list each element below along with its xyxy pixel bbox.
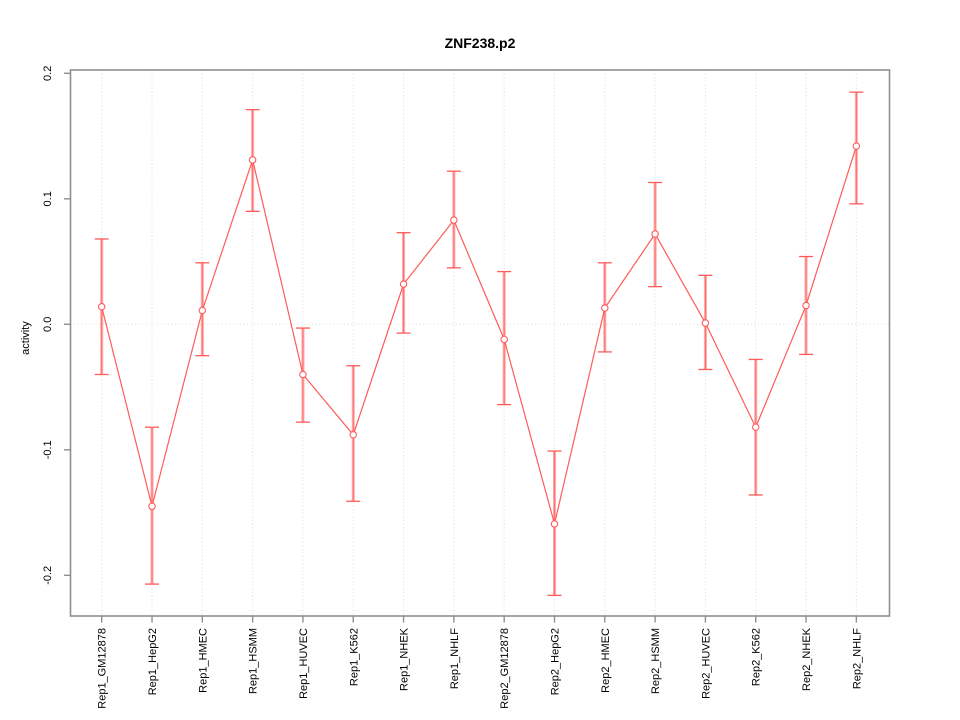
x-tick-label: Rep1_NHEK — [399, 627, 411, 691]
x-tick-label: Rep2_HUVEC — [700, 628, 712, 699]
data-point-marker — [852, 142, 861, 150]
y-tick-label: 0.0 — [42, 317, 54, 332]
data-point-marker — [601, 304, 609, 312]
x-tick-label: Rep2_HSMM — [650, 628, 662, 694]
activity-line — [101, 145, 857, 525]
plot-frame — [69, 69, 891, 617]
data-point-marker — [299, 370, 307, 379]
x-tick-label: Rep1_HUVEC — [298, 628, 310, 699]
x-tick-label: Rep1_HepG2 — [147, 628, 159, 695]
x-tick-label: Rep1_HMEC — [197, 628, 209, 693]
x-tick-label: Rep1_K562 — [348, 628, 360, 686]
data-point-marker — [248, 156, 257, 164]
y-tick-label: -0.1 — [42, 440, 54, 459]
data-point-marker — [802, 301, 810, 310]
x-tick-label: Rep1_NHLF — [449, 628, 461, 689]
data-point-marker — [450, 216, 458, 224]
data-point-marker — [701, 319, 710, 327]
x-tick-label: Rep1_HSMM — [248, 628, 260, 694]
data-point-marker — [349, 430, 357, 439]
y-tick-label: 0.2 — [42, 66, 54, 81]
x-tick-label: Rep2_HepG2 — [549, 628, 561, 695]
data-point-marker — [148, 502, 156, 511]
y-tick-label: -0.2 — [42, 566, 54, 585]
y-tick-label: 0.1 — [42, 191, 54, 206]
data-point-marker — [500, 335, 508, 344]
data-point-marker — [550, 520, 559, 528]
data-point-marker — [399, 280, 408, 288]
x-tick-label: Rep2_NHLF — [851, 628, 863, 689]
x-tick-label: Rep2_NHEK — [801, 627, 813, 691]
data-point-marker — [651, 230, 659, 238]
data-point-marker — [198, 306, 207, 315]
chart-title: ZNF238.p2 — [444, 35, 516, 51]
data-point-marker — [97, 302, 106, 311]
x-tick-label: Rep1_GM12878 — [97, 628, 109, 709]
x-tick-label: Rep2_GM12878 — [499, 628, 511, 709]
x-tick-label: Rep2_HMEC — [600, 628, 612, 693]
x-tick-label: Rep2_K562 — [751, 628, 763, 686]
data-point-marker — [751, 423, 760, 431]
